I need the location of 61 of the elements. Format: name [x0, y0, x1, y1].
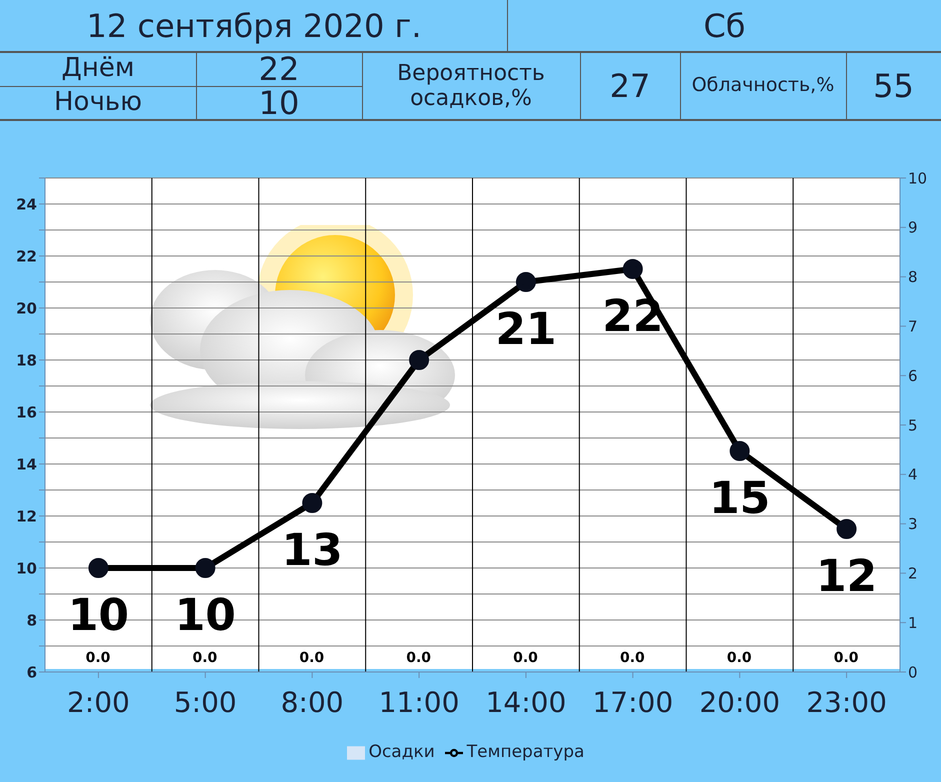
text: Сб — [702, 6, 747, 47]
point — [836, 519, 857, 539]
y2-tick-label: 9 — [908, 218, 918, 237]
x-tick-label: 11:00 — [378, 686, 460, 719]
y-tick-label: 16 — [16, 403, 37, 422]
data-label: 21 — [495, 304, 557, 355]
x-tick-label: 17:00 — [592, 686, 674, 719]
x-tick-label: 20:00 — [699, 686, 780, 719]
point — [195, 558, 216, 578]
point — [622, 259, 643, 279]
y-tick-label: 6 — [26, 663, 37, 682]
y2-tick-label: 10 — [908, 169, 928, 188]
legend-label: Осадки — [368, 742, 435, 762]
legend-label: Температура — [466, 742, 584, 762]
y-tick-label: 20 — [16, 299, 37, 318]
y2-tick-label: 8 — [908, 268, 918, 286]
text: 55 — [872, 66, 915, 107]
x-tick-label: 14:00 — [486, 686, 566, 719]
text: 27 — [608, 66, 652, 107]
point — [88, 558, 108, 578]
y-tick-label: 10 — [16, 559, 37, 578]
chart-title: 12 сентября 2020 г. — [86, 6, 422, 45]
x-tick-label: 2:00 — [66, 686, 130, 719]
data-label: 0.0 — [406, 650, 432, 666]
y-tick-label: 24 — [16, 195, 37, 214]
y-tick-label: 8 — [26, 611, 37, 630]
data-label: 13 — [282, 525, 343, 576]
y2-tick-label: 0 — [908, 663, 918, 682]
x-tick-label: 23:00 — [806, 686, 887, 719]
text: Ночью — [52, 86, 144, 120]
data-label: 0.0 — [192, 650, 218, 666]
data-label: 15 — [709, 473, 770, 524]
text: Вероятность осадков,% — [396, 60, 546, 113]
point — [302, 493, 322, 513]
text: Облачность,% — [690, 73, 836, 98]
y2-tick-label: 7 — [908, 318, 918, 336]
y-tick-label: 22 — [16, 247, 37, 266]
data-label: 0.0 — [726, 650, 752, 666]
point — [516, 272, 536, 292]
y2-tick-label: 5 — [908, 416, 918, 434]
x-tick-label: 5:00 — [174, 686, 237, 719]
point — [409, 350, 430, 370]
data-label: 0.0 — [620, 650, 646, 666]
y-tick-label: 12 — [16, 507, 37, 526]
text: Днём — [60, 52, 136, 86]
y2-tick-label: 4 — [908, 466, 918, 484]
data-label: 10 — [68, 590, 130, 641]
data-label: 10 — [174, 590, 236, 641]
y2-tick-label: 2 — [908, 564, 918, 583]
y2-tick-label: 1 — [908, 614, 918, 632]
x-tick-label: 8:00 — [280, 686, 344, 719]
data-label: 0.0 — [299, 650, 324, 666]
data-label: 0.0 — [86, 650, 111, 666]
data-label: 0.0 — [513, 650, 538, 666]
y-tick-label: 14 — [16, 455, 37, 474]
y2-tick-label: 6 — [908, 366, 918, 385]
y2-tick-label: 3 — [908, 515, 918, 534]
y-tick-label: 18 — [16, 351, 37, 370]
data-label: 0.0 — [834, 650, 859, 666]
data-label: 12 — [816, 551, 878, 602]
point — [730, 441, 750, 461]
